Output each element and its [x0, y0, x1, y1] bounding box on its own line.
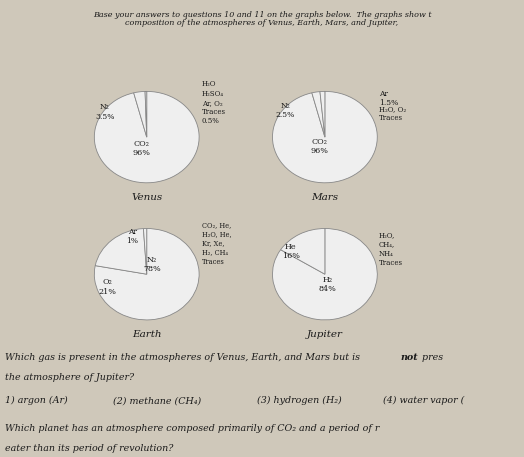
- Text: H₂O,
CH₄,
NH₄
Traces: H₂O, CH₄, NH₄ Traces: [379, 231, 403, 267]
- Wedge shape: [144, 228, 147, 274]
- Wedge shape: [145, 91, 147, 137]
- Wedge shape: [281, 228, 325, 274]
- Text: (4) water vapor (: (4) water vapor (: [383, 396, 464, 405]
- Wedge shape: [94, 228, 199, 320]
- Wedge shape: [320, 91, 325, 137]
- Wedge shape: [312, 91, 325, 137]
- Wedge shape: [94, 91, 199, 183]
- Text: Mars: Mars: [311, 193, 339, 202]
- Text: (3) hydrogen (H₂): (3) hydrogen (H₂): [257, 396, 342, 405]
- Text: composition of the atmospheres of Venus, Earth, Mars, and Jupiter,: composition of the atmospheres of Venus,…: [125, 19, 399, 27]
- Text: not: not: [401, 353, 419, 362]
- Text: N₂
2.5%: N₂ 2.5%: [276, 102, 295, 119]
- Text: He
16%: He 16%: [282, 243, 300, 260]
- Text: H₂O
H₂SO₄
Ar, O₂
Traces
0.5%: H₂O H₂SO₄ Ar, O₂ Traces 0.5%: [202, 80, 226, 125]
- Text: 1) argon (Ar): 1) argon (Ar): [5, 396, 68, 405]
- Text: pres: pres: [419, 353, 443, 362]
- Text: CO₂
96%: CO₂ 96%: [311, 138, 329, 155]
- Wedge shape: [134, 91, 147, 137]
- Text: Venus: Venus: [131, 193, 162, 202]
- Text: Ar
1.5%: Ar 1.5%: [379, 90, 398, 107]
- Wedge shape: [95, 228, 147, 274]
- Text: H₂
84%: H₂ 84%: [319, 276, 336, 293]
- Text: Base your answers to questions 10 and 11 on the graphs below.  The graphs show t: Base your answers to questions 10 and 11…: [93, 11, 431, 20]
- Text: (2) methane (CH₄): (2) methane (CH₄): [113, 396, 201, 405]
- Text: H₂O, O₂
Traces: H₂O, O₂ Traces: [379, 105, 406, 122]
- Text: Jupiter: Jupiter: [307, 330, 343, 339]
- Text: Ar
1%: Ar 1%: [126, 228, 138, 245]
- Wedge shape: [272, 228, 377, 320]
- Text: CO₂
96%: CO₂ 96%: [133, 140, 150, 157]
- Text: CO₂, He,
H₂O, He,
Kr, Xe,
H₂, CH₄
Traces: CO₂, He, H₂O, He, Kr, Xe, H₂, CH₄ Traces: [202, 221, 232, 266]
- Text: the atmosphere of Jupiter?: the atmosphere of Jupiter?: [5, 373, 134, 383]
- Text: Which planet has an atmosphere composed primarily of CO₂ and a period of r: Which planet has an atmosphere composed …: [5, 424, 379, 433]
- Text: O₂
21%: O₂ 21%: [99, 278, 116, 296]
- Wedge shape: [272, 91, 377, 183]
- Text: Which gas is present in the atmospheres of Venus, Earth, and Mars but is: Which gas is present in the atmospheres …: [5, 353, 363, 362]
- Text: Earth: Earth: [132, 330, 161, 339]
- Text: eater than its period of revolution?: eater than its period of revolution?: [5, 444, 173, 453]
- Text: N₂
3.5%: N₂ 3.5%: [95, 103, 114, 121]
- Text: N₂
78%: N₂ 78%: [143, 255, 161, 273]
